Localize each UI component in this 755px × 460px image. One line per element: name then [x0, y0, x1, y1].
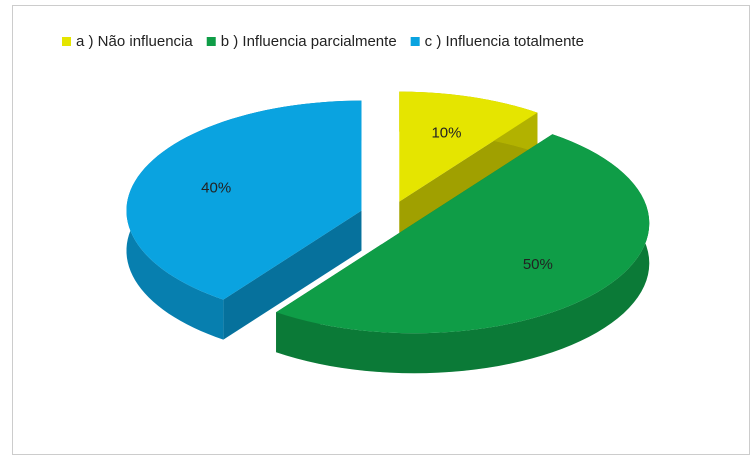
slice-top — [399, 91, 538, 202]
pie-slice — [276, 134, 650, 374]
data-label: 10% — [431, 125, 461, 142]
slice-shade — [399, 112, 538, 242]
slice-shade — [276, 134, 650, 374]
legend-label: a ) Não influencia — [76, 33, 193, 50]
slice-wall — [276, 134, 650, 374]
legend-swatch — [410, 37, 420, 46]
slice-shade — [223, 210, 362, 340]
slice-side — [399, 112, 538, 242]
slice-top — [276, 134, 650, 334]
legend-swatch — [62, 37, 71, 46]
legend-label: b ) Influencia parcialmente — [221, 33, 397, 50]
data-label: 50% — [523, 256, 553, 273]
pie-slice — [126, 100, 362, 340]
pie-slice — [399, 91, 538, 242]
legend-swatch — [206, 37, 216, 46]
legend-label: c ) Influencia totalmente — [425, 33, 584, 50]
slice-side — [223, 210, 362, 340]
data-label: 40% — [201, 180, 231, 197]
slice-top — [126, 100, 362, 300]
